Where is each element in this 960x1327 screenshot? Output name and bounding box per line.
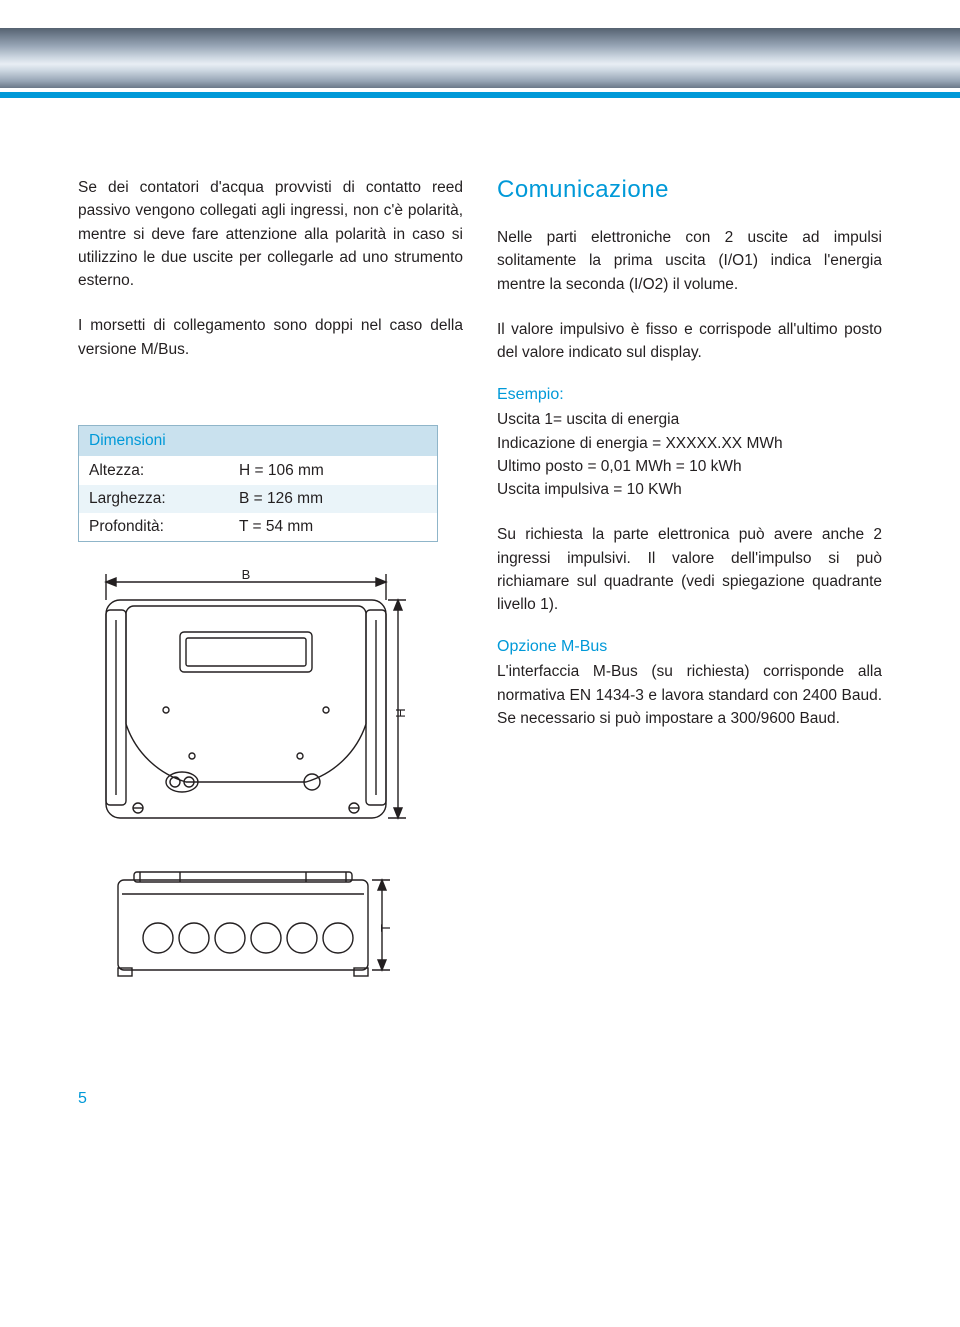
dim-value: H = 106 mm <box>239 462 427 480</box>
two-column-layout: Se dei contatori d'acqua provvisti di co… <box>78 176 882 1000</box>
dim-label: Larghezza: <box>89 490 239 508</box>
mbus-heading: Opzione M-Bus <box>497 638 882 656</box>
table-row: Profondità: T = 54 mm <box>79 513 437 541</box>
left-paragraph-2: I morsetti di collegamento sono doppi ne… <box>78 314 463 361</box>
table-row: Larghezza: B = 126 mm <box>79 485 437 513</box>
device-side-diagram: T <box>78 860 408 1000</box>
example-line: Ultimo posto = 0,01 MWh = 10 kWh <box>497 455 882 478</box>
example-line: Uscita 1= uscita di energia <box>497 408 882 431</box>
page-number: 5 <box>78 1090 960 1108</box>
diagram-label-b: B <box>242 570 251 582</box>
header-gradient-band <box>0 28 960 88</box>
right-paragraph-3: Su richiesta la parte elettronica può av… <box>497 523 882 616</box>
dim-label: Altezza: <box>89 462 239 480</box>
diagram-label-h: H <box>393 708 408 717</box>
left-column: Se dei contatori d'acqua provvisti di co… <box>78 176 463 1000</box>
dimensions-body: Altezza: H = 106 mm Larghezza: B = 126 m… <box>79 457 437 541</box>
section-title-comunicazione: Comunicazione <box>497 176 882 204</box>
dim-value: T = 54 mm <box>239 518 427 536</box>
device-front-diagram: B <box>78 570 408 830</box>
dim-label: Profondità: <box>89 518 239 536</box>
example-line: Indicazione di energia = XXXXX.XX MWh <box>497 432 882 455</box>
dim-value: B = 126 mm <box>239 490 427 508</box>
left-paragraph-1: Se dei contatori d'acqua provvisti di co… <box>78 176 463 292</box>
example-lines: Uscita 1= uscita di energia Indicazione … <box>497 408 882 501</box>
right-paragraph-4: L'interfaccia M-Bus (su richiesta) corri… <box>497 660 882 730</box>
example-heading: Esempio: <box>497 386 882 404</box>
right-paragraph-1: Nelle parti elettroniche con 2 uscite ad… <box>497 226 882 296</box>
diagram-label-t: T <box>378 924 393 932</box>
example-line: Uscita impulsiva = 10 KWh <box>497 478 882 501</box>
table-row: Altezza: H = 106 mm <box>79 457 437 485</box>
dimensions-table: Dimensioni Altezza: H = 106 mm Larghezza… <box>78 425 438 542</box>
right-column: Comunicazione Nelle parti elettroniche c… <box>497 176 882 1000</box>
right-paragraph-2: Il valore impulsivo è fisso e corrispode… <box>497 318 882 365</box>
device-diagrams: B <box>78 570 463 1000</box>
dimensions-header: Dimensioni <box>79 426 437 457</box>
page-content: Se dei contatori d'acqua provvisti di co… <box>0 98 960 1040</box>
